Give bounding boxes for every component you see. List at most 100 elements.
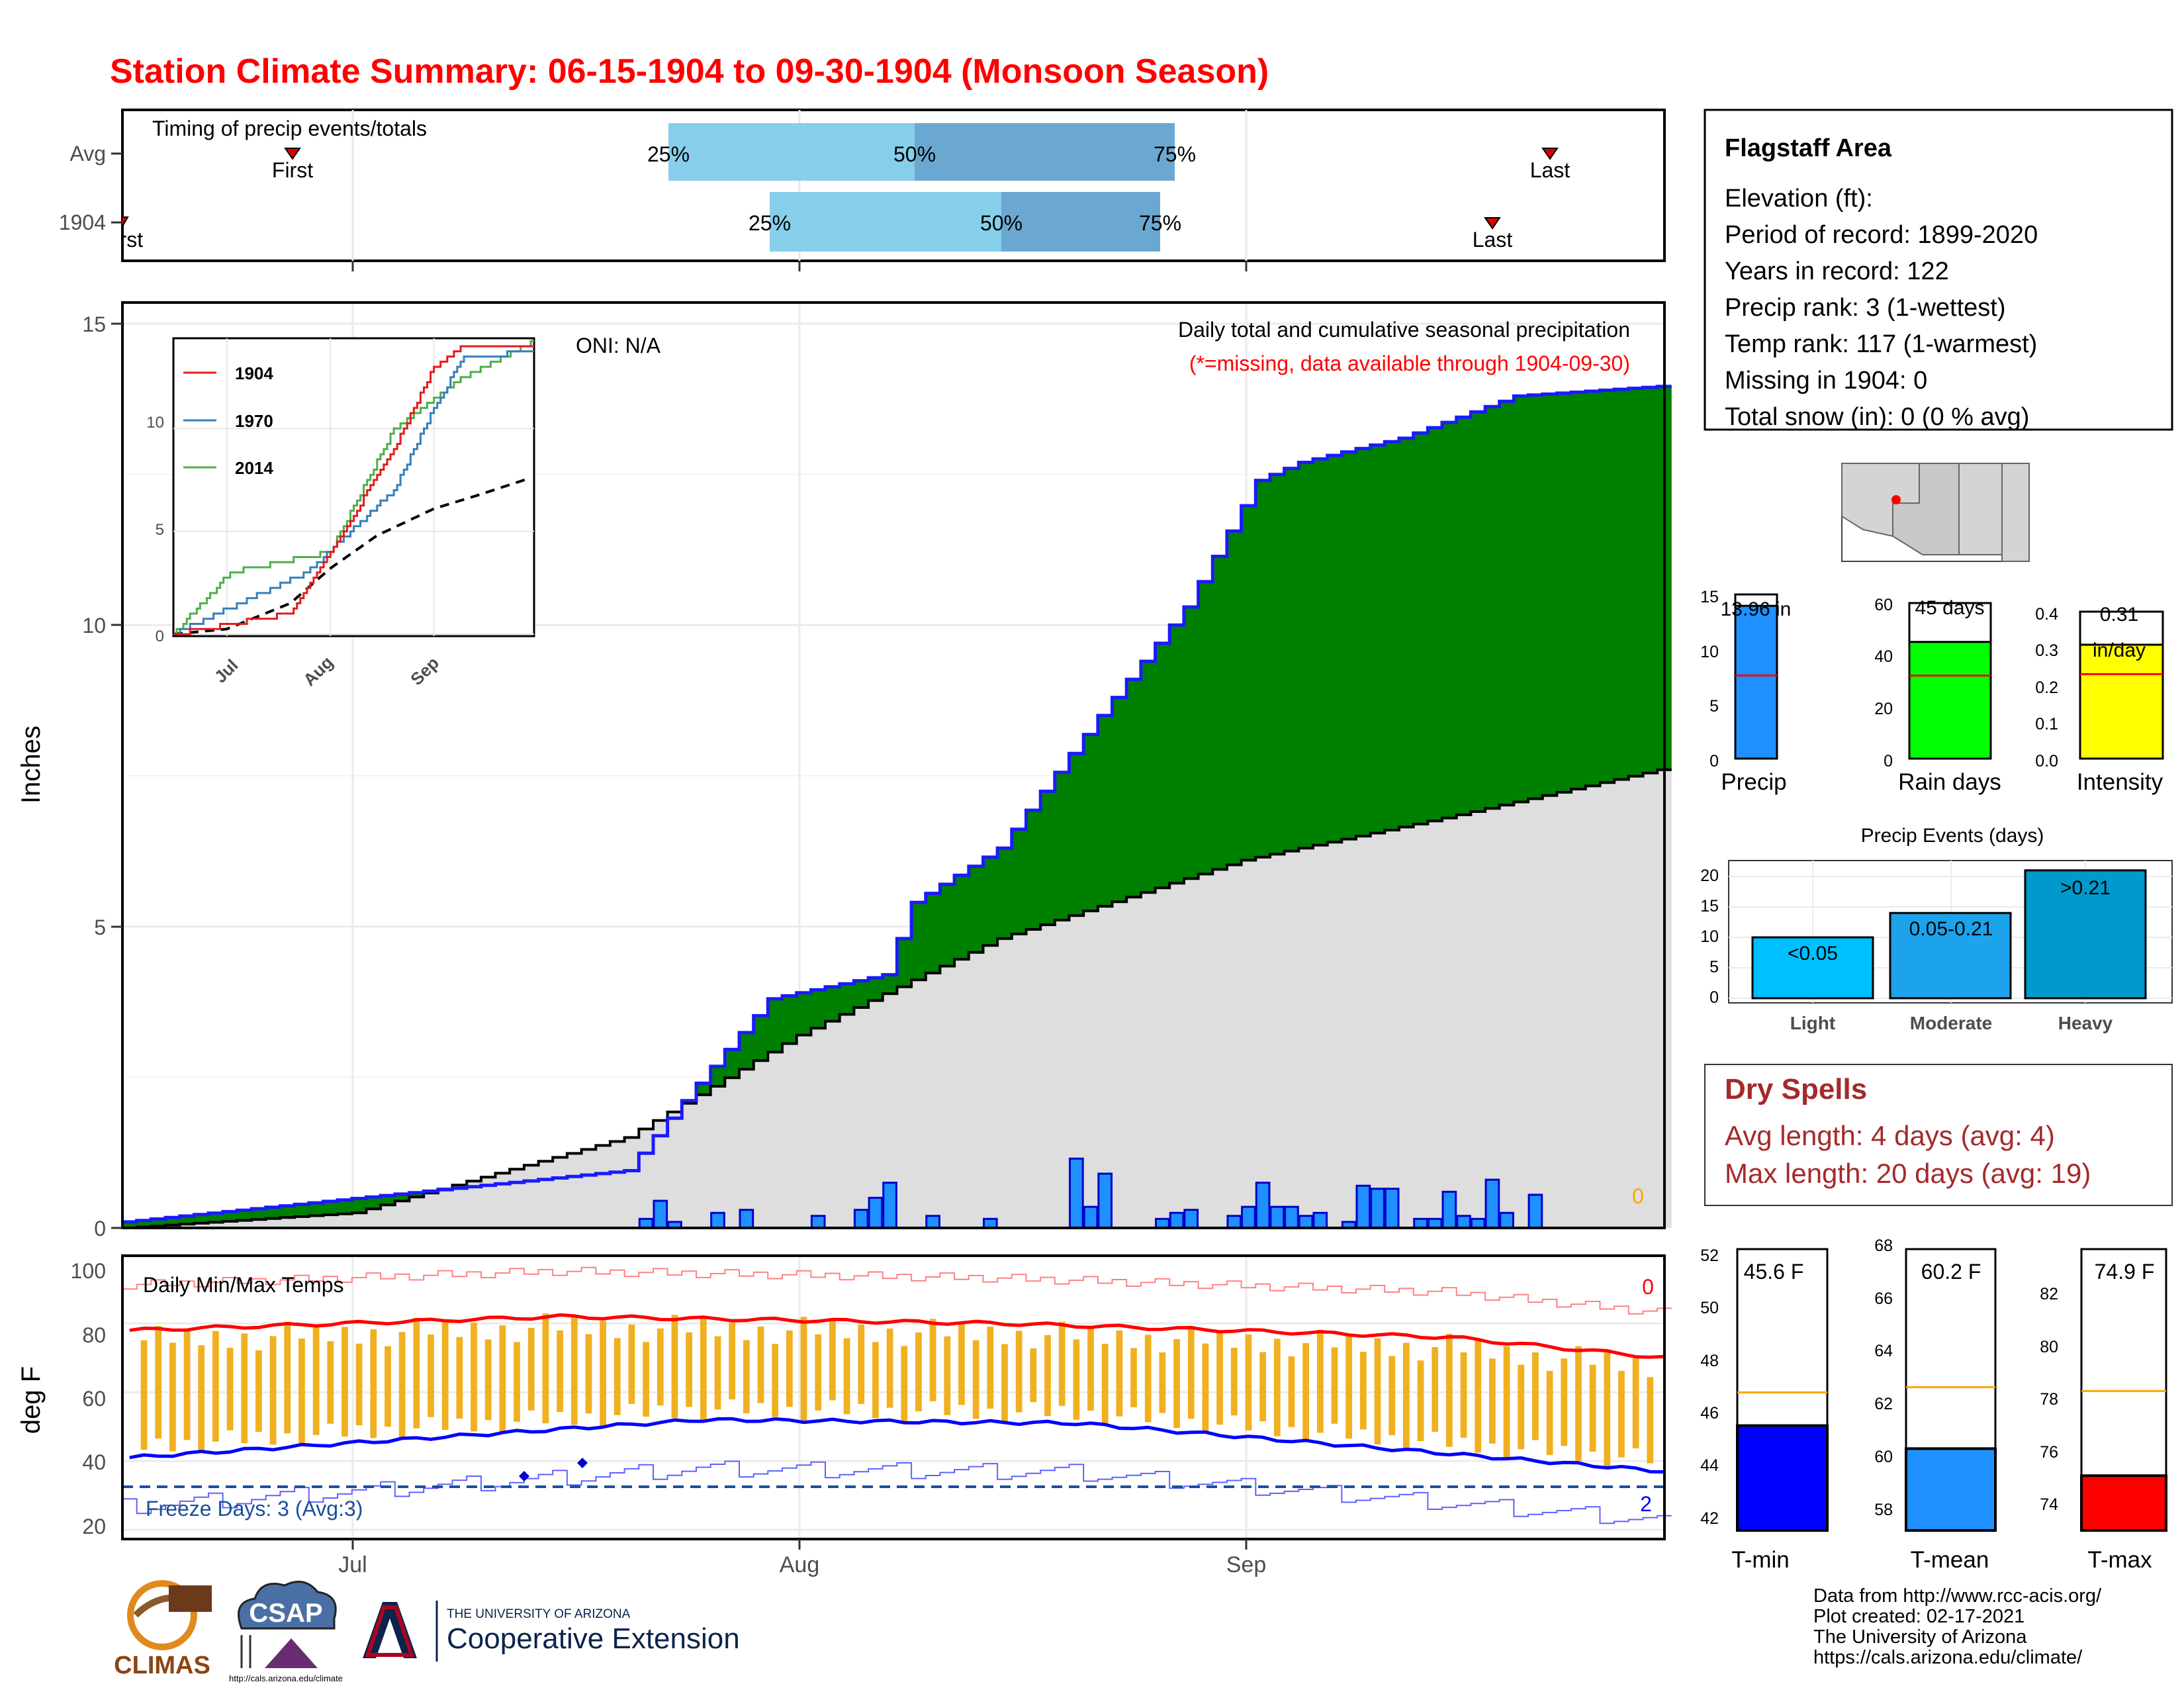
daily-precip-bar	[1441, 1190, 1457, 1229]
station-missing: Missing in 1904: 0	[1725, 367, 1927, 395]
precip-events-title: Precip Events (days)	[1861, 825, 2044, 847]
timing-panel: Timing of precip events/totals Avg 1904 …	[59, 109, 1666, 271]
daily-precip-bar	[1241, 1205, 1256, 1229]
university-of-arizona-logo: THE UNIVERSITY OF ARIZONA Cooperative Ex…	[363, 1601, 740, 1662]
season-total-bars: Precip 15 10 5 0 Rain days 60 40 20 0 In…	[1700, 588, 2164, 795]
freeze-day-marker	[519, 1471, 529, 1481]
xtick-aug: Aug	[780, 1552, 820, 1577]
page-title: Station Climate Summary: 06-15-1904 to 0…	[110, 52, 1269, 91]
tmax-tick-76: 76	[2040, 1443, 2058, 1462]
timing-avg-q75: 75%	[1154, 142, 1196, 166]
intensity-tick-02: 0.2	[2035, 679, 2058, 697]
average-max-line	[129, 1313, 1665, 1359]
inset-series-1970	[173, 350, 534, 635]
intensity-label: Intensity	[2077, 769, 2163, 795]
timing-avg-last-marker	[1541, 148, 1559, 160]
rain-days-bar: Rain days 60 40 20 0	[1874, 596, 2001, 795]
map-state-newmexico	[1958, 463, 2003, 555]
temp-summary-fill	[2080, 1474, 2167, 1532]
temp-summary-fill	[1736, 1424, 1829, 1532]
tmax-tick-74: 74	[2040, 1495, 2058, 1514]
daily-precip-bar	[1298, 1215, 1314, 1229]
daily-precip-bar	[1097, 1172, 1113, 1229]
precip-ylabel: Inches	[17, 726, 46, 804]
tmin-tick-42: 42	[1700, 1509, 1719, 1528]
climas-logo-text: CLIMAS	[114, 1652, 210, 1679]
precip-ytick-0: 0	[94, 1217, 106, 1241]
daily-precip-bar	[810, 1215, 826, 1229]
tmin-label: T-min	[1731, 1547, 1790, 1573]
daily-precip-bar	[882, 1182, 897, 1229]
daily-precip-bar	[1499, 1211, 1514, 1229]
intensity-tick-03: 0.3	[2035, 641, 2058, 660]
daily-precip-bar	[1470, 1217, 1486, 1229]
ua-a-outer-icon	[363, 1602, 417, 1658]
record-max-line	[122, 1266, 1672, 1315]
tmin-value: 45.6 F	[1744, 1260, 1804, 1284]
tmin-summary: T-min 52 50 48 46 44 42	[1700, 1246, 1790, 1573]
cumulative-average-area	[122, 769, 1672, 1228]
daily-precip-bar	[1155, 1217, 1170, 1229]
daily-precip-bar	[1284, 1205, 1299, 1229]
station-name: Flagstaff Area	[1725, 134, 1892, 162]
tmax-tick-80: 80	[2040, 1338, 2058, 1356]
events-range-light: <0.05	[1788, 943, 1838, 964]
temp-ytick-60: 60	[82, 1387, 106, 1411]
daily-precip-bar	[1370, 1188, 1385, 1229]
freeze-days-label: Freeze Days: 3 (Avg:3)	[146, 1497, 363, 1521]
temp-ylabel: deg F	[17, 1366, 46, 1434]
tmin-tick-48: 48	[1700, 1352, 1719, 1370]
cumulative-average-line	[122, 768, 1672, 1229]
precip-total-value: 13.96 in	[1721, 598, 1792, 620]
tmin-tick-50: 50	[1700, 1299, 1719, 1317]
timing-row-year-label: 1904	[59, 211, 106, 234]
tmin-tick-52: 52	[1700, 1246, 1719, 1265]
events-tick-10: 10	[1700, 927, 1719, 946]
cumulative-1904-line	[122, 385, 1672, 1224]
timing-avg-first: First	[272, 158, 313, 182]
timing-avg-q25: 25%	[647, 142, 690, 166]
daily-precip-bar	[1069, 1157, 1084, 1229]
precip-ytick-15: 15	[82, 312, 106, 336]
ua-line1: THE UNIVERSITY OF ARIZONA	[447, 1607, 631, 1621]
tmax-value: 74.9 F	[2095, 1260, 2155, 1284]
rain-days-label: Rain days	[1898, 769, 2001, 795]
climas-logo-ring	[127, 1580, 197, 1650]
temp-count-top: 0	[1642, 1275, 1654, 1299]
station-snow: Total snow (in): 0 (0 % avg)	[1725, 403, 2029, 431]
station-period: Period of record: 1899-2020	[1725, 221, 2038, 249]
precip-events-bars	[1751, 869, 2147, 1000]
timing-label: Timing of precip events/totals	[152, 117, 427, 140]
temp-panel-label: Daily Min/Max Temps	[143, 1273, 343, 1297]
daily-precip-bar	[1456, 1215, 1471, 1229]
station-temp-rank: Temp rank: 117 (1-warmest)	[1725, 330, 2037, 358]
temp-ytick-40: 40	[82, 1450, 106, 1474]
intensity-tick-01: 0.1	[2035, 715, 2058, 733]
daily-precip-bar	[1355, 1184, 1371, 1229]
precip-frame	[121, 301, 1666, 1229]
temp-ytick-100: 100	[71, 1259, 106, 1283]
daily-precip-bar	[1384, 1188, 1400, 1229]
inset-legend-1970: 1970	[235, 411, 273, 431]
events-bar-heavy	[2024, 869, 2147, 1000]
csap-url: http://cals.arizona.edu/climate	[229, 1673, 343, 1683]
rain-days-tick-20: 20	[1874, 700, 1893, 718]
timing-clip: First	[122, 216, 143, 252]
events-range-heavy: >0.21	[2060, 877, 2111, 899]
dry-spells-title: Dry Spells	[1725, 1073, 1867, 1105]
timing-year-q50: 50%	[980, 211, 1023, 235]
daily-precip-bar	[1413, 1217, 1428, 1229]
timing-year-last-marker	[1484, 217, 1501, 230]
timing-avg-q50-q75-bar	[915, 123, 1175, 181]
rain-days-tick-0: 0	[1884, 752, 1893, 771]
dry-spells-max: Max length: 20 days (avg: 19)	[1725, 1158, 2091, 1189]
daily-precip-bar	[653, 1199, 668, 1229]
csap-mountain-icon	[265, 1638, 318, 1668]
events-tick-20: 20	[1700, 867, 1719, 885]
daily-precip-bar	[739, 1209, 754, 1229]
temp-count-bottom: 2	[1640, 1492, 1652, 1516]
inset-series-1904	[173, 345, 534, 635]
precip-yticks: 0 5 10 15	[82, 312, 122, 1241]
intensity-bar: Intensity 0.4 0.3 0.2 0.1 0.0	[2035, 605, 2163, 795]
precip-total-fill	[1734, 604, 1778, 760]
